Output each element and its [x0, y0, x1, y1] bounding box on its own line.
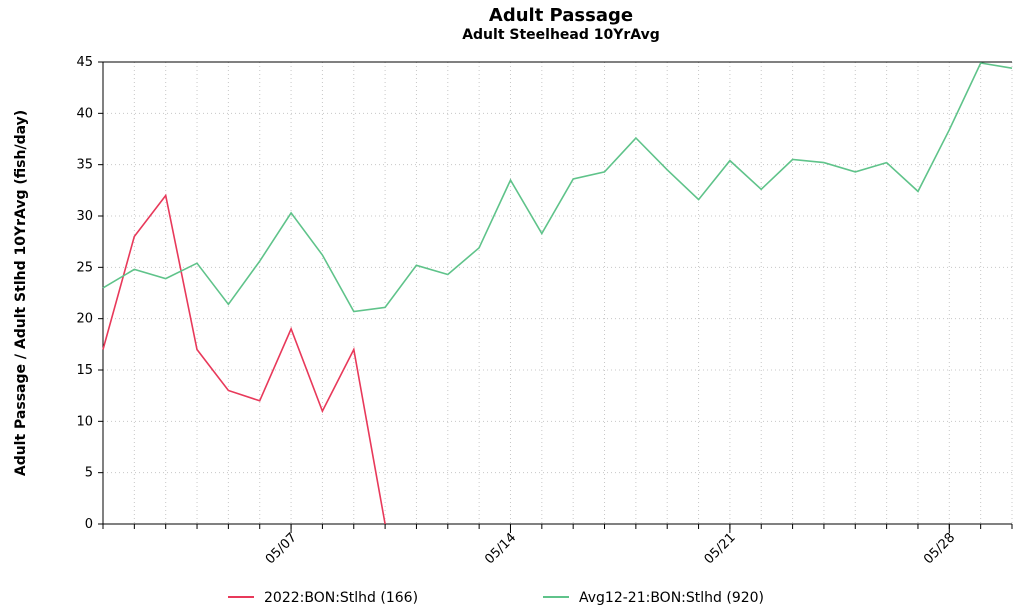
- y-tick-label: 15: [76, 363, 93, 378]
- series-line-2: [102, 62, 1013, 313]
- chart-subtitle: Adult Steelhead 10YrAvg: [462, 27, 660, 43]
- y-axis-label: Adult Passage / Adult Stlhd 10YrAvg (fis…: [13, 110, 29, 476]
- legend: 2022:BON:Stlhd (166) Avg12-21:BON:Stlhd (…: [228, 590, 764, 606]
- chart-title: Adult Passage: [489, 5, 633, 26]
- y-tick-label: 45: [76, 55, 93, 70]
- x-tick-label: 05/07: [263, 530, 300, 567]
- y-tick-label: 5: [85, 466, 93, 481]
- y-tick-label: 25: [76, 260, 93, 275]
- y-tick-label: 20: [76, 312, 93, 327]
- series-line-1: [102, 193, 386, 525]
- legend-label: Avg12-21:BON:Stlhd (920): [579, 590, 764, 606]
- y-tick-label: 35: [76, 158, 93, 173]
- legend-label: 2022:BON:Stlhd (166): [264, 590, 418, 606]
- grid: [103, 61, 1013, 524]
- x-tick-label: 05/28: [921, 530, 958, 567]
- axes: 0 5 10 15 20 25 30 35 40 45 05/07 05/14 05/21 05/28: [76, 55, 1013, 567]
- series-lines: [102, 62, 1013, 525]
- y-tick-label: 10: [76, 414, 93, 429]
- y-tick-label: 40: [76, 106, 93, 121]
- y-tick-label: 0: [85, 517, 93, 532]
- x-tick-label: 05/14: [482, 530, 519, 567]
- y-tick-label: 30: [76, 209, 93, 224]
- x-tick-label: 05/21: [702, 530, 739, 567]
